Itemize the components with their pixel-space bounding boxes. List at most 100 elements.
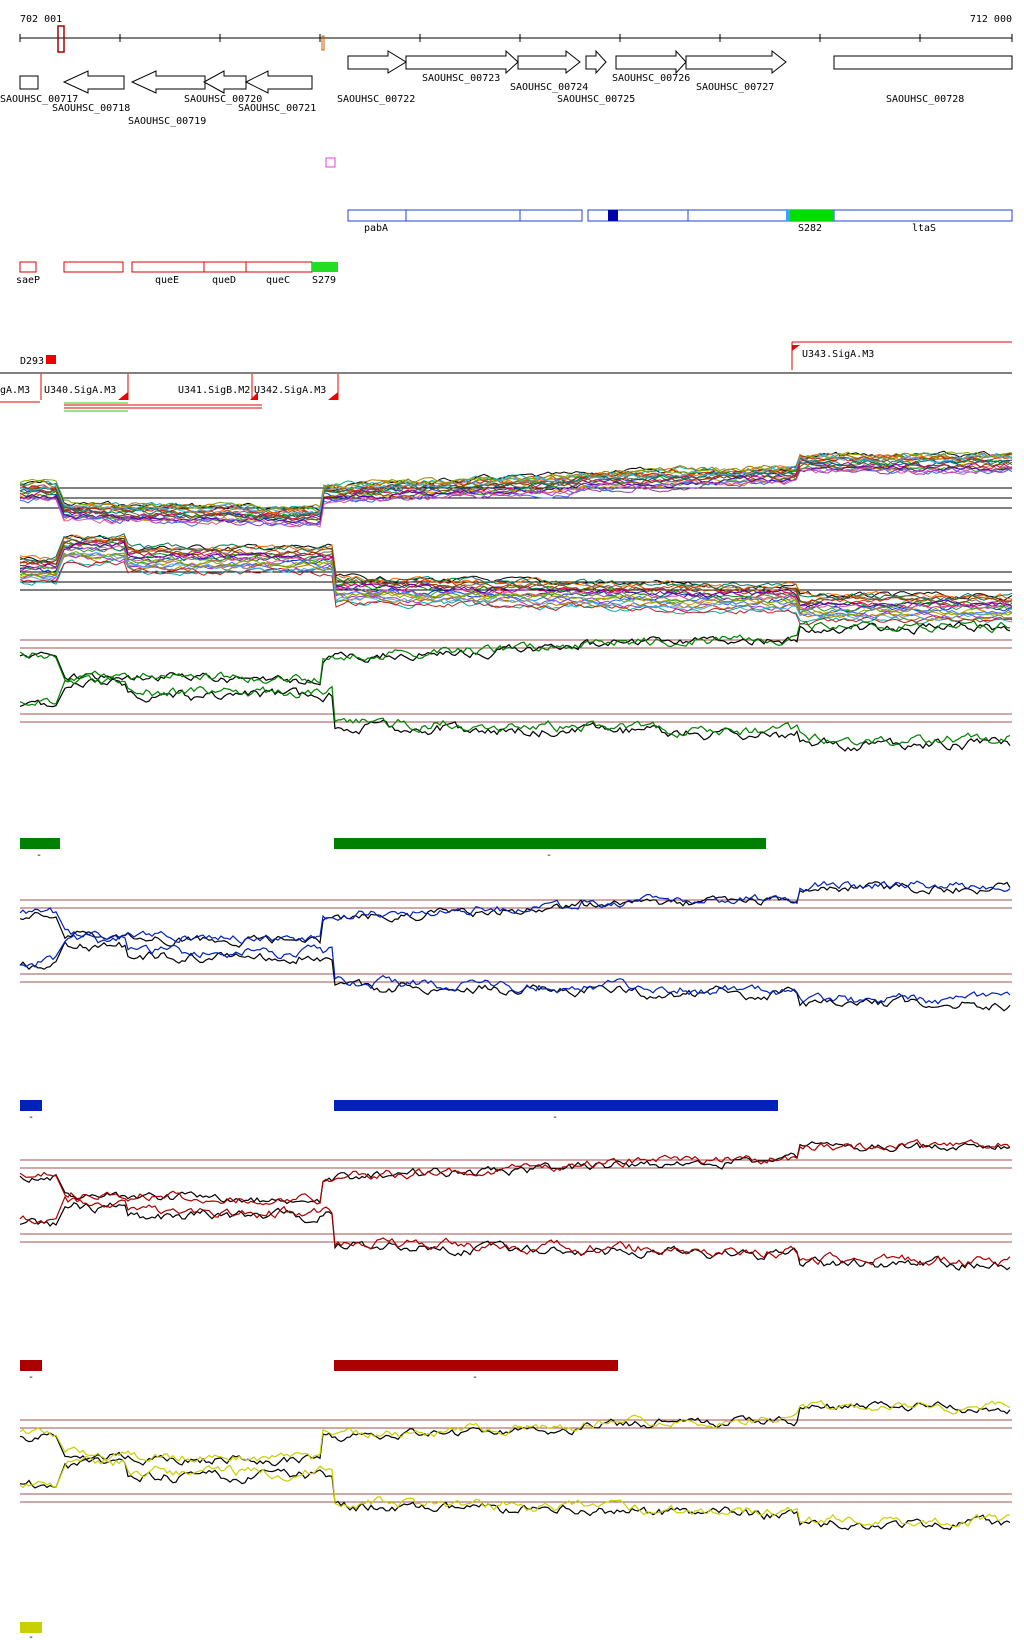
segment-mark-yellow-1: - [28, 1632, 34, 1640]
segment-bar-green-1 [20, 838, 60, 849]
multi-series-rev-line [19, 534, 1013, 601]
gene-label-00726: SAOUHSC_00726 [612, 73, 690, 84]
segment-bar-blue-1 [20, 1100, 42, 1111]
gene-arrow-00721[interactable] [244, 70, 313, 94]
feature-queE[interactable] [131, 261, 205, 273]
promoter-label-U343: U343.SigA.M3 [802, 349, 874, 360]
segment-bar-blue-2 [334, 1100, 778, 1111]
yellow-rev-line [19, 1456, 1011, 1528]
feature-label-queD: queD [212, 275, 236, 286]
red-rev-line [19, 1195, 1011, 1268]
multi-series-rev-line [19, 537, 1013, 605]
multi-series-rev-line [19, 541, 1013, 609]
gene-label-00720: SAOUHSC_00720 [184, 94, 262, 105]
gene-arrow-00719[interactable] [130, 70, 206, 94]
segment-bar-yellow-1 [20, 1622, 42, 1633]
expression-panel-multi [19, 450, 1013, 626]
gene-arrow-00726[interactable] [615, 49, 687, 75]
gene-arrow-00727[interactable] [685, 49, 787, 75]
gene-label-00723: SAOUHSC_00723 [422, 73, 500, 84]
multi-series-fwd-line [19, 451, 1013, 512]
gene-label-00727: SAOUHSC_00727 [696, 82, 774, 93]
marker-mid [321, 35, 325, 51]
gene-track [19, 49, 1013, 94]
blue-rev-line [19, 933, 1011, 1005]
gene-arrow-00728[interactable] [833, 55, 1013, 70]
multi-series-fwd-line [19, 452, 1013, 512]
segment-bar-red-1 [20, 1360, 42, 1371]
multi-series-rev-line [19, 552, 1013, 623]
feature-minus-box[interactable] [63, 261, 124, 273]
red-rev-black-line [19, 1201, 1011, 1271]
segment-bars-blue: - - [20, 1100, 778, 1123]
feature-label-S279: S279 [312, 275, 336, 286]
promoter-label-U342: U342.SigA.M3 [254, 385, 326, 396]
segment-bars-green: - - [20, 838, 766, 861]
feature-label-S282: S282 [798, 223, 822, 234]
feature-queD[interactable] [203, 261, 247, 273]
gene-arrow-00723[interactable] [405, 49, 519, 75]
marker-left [57, 25, 65, 53]
expression-panel-yellow [19, 1399, 1012, 1531]
feature-marker-magenta [325, 157, 336, 168]
segment-mark-green-2: - [546, 850, 552, 861]
gene-arrow-00720[interactable] [202, 70, 247, 94]
blue-fwd-line [19, 880, 1011, 945]
green-rev-line [19, 675, 1011, 747]
segment-bars-red: - - [20, 1360, 618, 1383]
segment-bar-green-2 [334, 838, 766, 849]
multi-series-rev-line [19, 555, 1013, 625]
green-rev-black-line [19, 678, 1011, 752]
multi-series-fwd-line [19, 466, 1013, 528]
feature-label-ltaS: ltaS [912, 223, 936, 234]
coordinate-ruler: 702 001 712 000 [19, 14, 1013, 53]
gene-label-00724: SAOUHSC_00724 [510, 82, 588, 93]
promoter-label-U341: U341.SigB.M2 [178, 385, 250, 396]
multi-series-fwd-line [19, 465, 1013, 525]
promoter-track: D293 U343.SigA.M3 gA.M3 U340.SigA.M3 U34… [0, 341, 1012, 412]
promoter-label-D293: D293 [20, 356, 44, 367]
multi-series-fwd-line [19, 453, 1013, 515]
gene-arrow-00725[interactable] [585, 49, 607, 75]
gene-label-00721: SAOUHSC_00721 [238, 103, 316, 114]
red-fwd-black-line [19, 1141, 1011, 1205]
segment-mark-red-1: - [28, 1372, 34, 1383]
minus-strand-track: saeP queE queD queC S279 [16, 261, 338, 286]
segment-bar-red-2 [334, 1360, 618, 1371]
multi-series-rev-line [19, 541, 1013, 608]
feature-label-queE: queE [155, 275, 179, 286]
gene-label-00718: SAOUHSC_00718 [52, 103, 130, 114]
green-fwd-line [19, 620, 1011, 685]
gene-arrow-00724[interactable] [517, 49, 581, 75]
feature-S282[interactable] [790, 210, 834, 221]
yellow-fwd-line [19, 1399, 1011, 1463]
yellow-rev-black-line [19, 1457, 1011, 1531]
multi-series-rev-line [19, 551, 1013, 617]
ruler-start-label: 702 001 [20, 14, 62, 25]
segment-mark-blue-2: - [552, 1112, 558, 1123]
gene-arrow-00718[interactable] [62, 70, 125, 94]
multi-series-fwd-line [19, 467, 1013, 527]
multi-series-fwd-line [19, 461, 1013, 521]
segment-mark-red-2: - [472, 1372, 478, 1383]
gene-label-00725: SAOUHSC_00725 [557, 94, 635, 105]
feature-pabA[interactable] [347, 209, 583, 222]
gene-label-00728: SAOUHSC_00728 [886, 94, 964, 105]
feature-queC[interactable] [245, 261, 313, 273]
blue-fwd-black-line [19, 881, 1011, 948]
multi-series-rev-line [19, 538, 1013, 606]
gene-label-00717: SAOUHSC_00717 [0, 94, 78, 105]
d293-marker [46, 355, 56, 364]
feature-S279[interactable] [312, 262, 338, 272]
gene-arrow-00717[interactable] [19, 75, 39, 90]
feature-label-queC: queC [266, 275, 290, 286]
multi-series-rev-line [19, 560, 1013, 626]
feature-label-saeP: saeP [16, 275, 40, 286]
feature-saeP[interactable] [19, 261, 37, 273]
expression-panel-red [19, 1138, 1012, 1271]
segment-mark-blue-1: - [28, 1112, 34, 1123]
expression-panel-blue [19, 880, 1012, 1012]
segment-bars-yellow: - [20, 1622, 42, 1640]
gene-arrow-00722[interactable] [347, 50, 407, 74]
